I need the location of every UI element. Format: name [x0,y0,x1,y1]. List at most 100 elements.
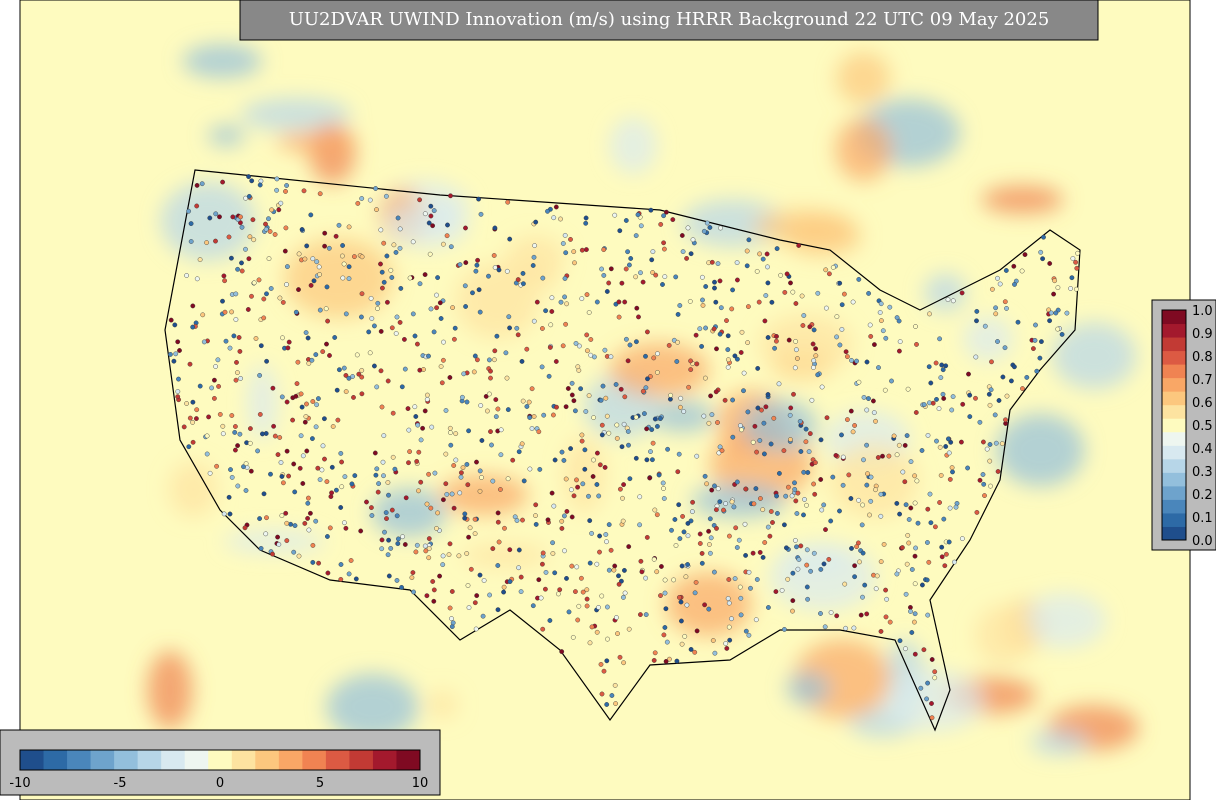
observation-dot [634,339,639,345]
observation-dot [760,555,766,560]
observation-dot [237,220,243,226]
observation-dot [652,507,658,513]
observation-dot [231,333,237,339]
observation-dot [1004,393,1010,399]
observation-dot [233,291,239,297]
observation-dot [397,319,403,325]
observation-dot [379,546,385,552]
observation-dot [694,453,700,459]
observation-dot [843,349,849,355]
observation-dot [616,299,622,305]
observation-dot [606,567,612,573]
observation-dot [840,454,846,460]
observation-dot [316,264,322,270]
observation-dot [819,507,825,513]
observation-dot [277,435,283,440]
observation-dot [309,436,315,441]
observation-dot [621,482,626,487]
horizontal-colorbar: -10 -5 0 5 10 [9,749,428,791]
observation-dot [897,638,903,644]
observation-dot [745,340,750,345]
observation-dot [881,542,887,547]
observation-dot [811,550,817,556]
observation-dot [521,478,527,484]
observation-dot [734,260,740,265]
observation-dot [497,487,503,492]
observation-dot [251,280,257,286]
observation-dot [306,527,312,533]
observation-dot [703,284,709,289]
observation-dot [1009,378,1014,384]
observation-dot [426,353,431,359]
observation-dot [243,461,249,466]
observation-dot [547,344,553,350]
observation-dot [495,406,501,412]
observation-dot [305,335,311,341]
observation-dot [661,213,666,219]
observation-dot [579,432,585,438]
observation-dot [426,220,432,226]
observation-dot [529,426,535,431]
colorbar-segment [278,750,303,770]
observation-dot [725,364,731,370]
observation-dot [414,542,420,548]
observation-dot [637,522,642,528]
observation-dot [788,405,794,411]
observation-dot [766,605,771,610]
observation-dot [305,500,311,506]
horizontal-tick-label: -5 [114,776,127,791]
observation-dot [912,553,918,559]
observation-dot [427,251,433,257]
observation-dot [291,549,297,555]
observation-dot [301,188,307,194]
observation-dot [324,479,330,484]
observation-dot [713,299,719,305]
observation-dot [586,393,592,398]
observation-dot [373,186,378,191]
observation-dot [422,408,428,414]
observation-dot [258,343,264,349]
horizontal-tick-label: -10 [9,776,30,791]
colorbar-segment [1162,391,1186,406]
colorbar-frame [19,749,421,771]
colorbar-segment [255,750,280,770]
observation-dot [520,517,525,523]
observation-dot [617,228,623,234]
observation-dot [782,289,788,295]
observation-dot [722,397,728,403]
observation-dot [534,299,540,305]
observation-dot [754,268,760,274]
observation-dot [577,343,582,349]
observation-dot [451,463,457,468]
observation-dot [184,273,190,278]
observation-dot [734,545,740,550]
observation-dot [424,392,430,398]
observation-dot [440,241,446,247]
observation-dot [576,603,582,609]
observation-dot [220,423,226,429]
observation-dot [903,591,909,597]
observation-dot [351,254,357,260]
observation-dot [627,476,633,482]
observation-dot [938,375,944,380]
observation-dot [769,299,775,305]
observation-dot [947,476,953,482]
vertical-tick-label: 0.7 [1192,373,1213,388]
observation-dot [339,459,344,465]
observation-dot [341,520,347,526]
observation-dot [578,386,583,392]
observation-dot [783,493,789,499]
observation-dot [851,625,857,631]
field-blob [975,604,1033,666]
observation-dot [805,470,811,475]
observation-dot [811,365,816,370]
observation-dot [650,440,656,446]
observation-dot [897,348,902,354]
observation-dot [394,513,400,519]
observation-dot [398,285,404,291]
observation-dot [774,493,779,499]
observation-dot [1039,339,1044,344]
observation-dot [411,589,416,595]
observation-dot [283,225,289,231]
observation-dot [864,482,870,488]
